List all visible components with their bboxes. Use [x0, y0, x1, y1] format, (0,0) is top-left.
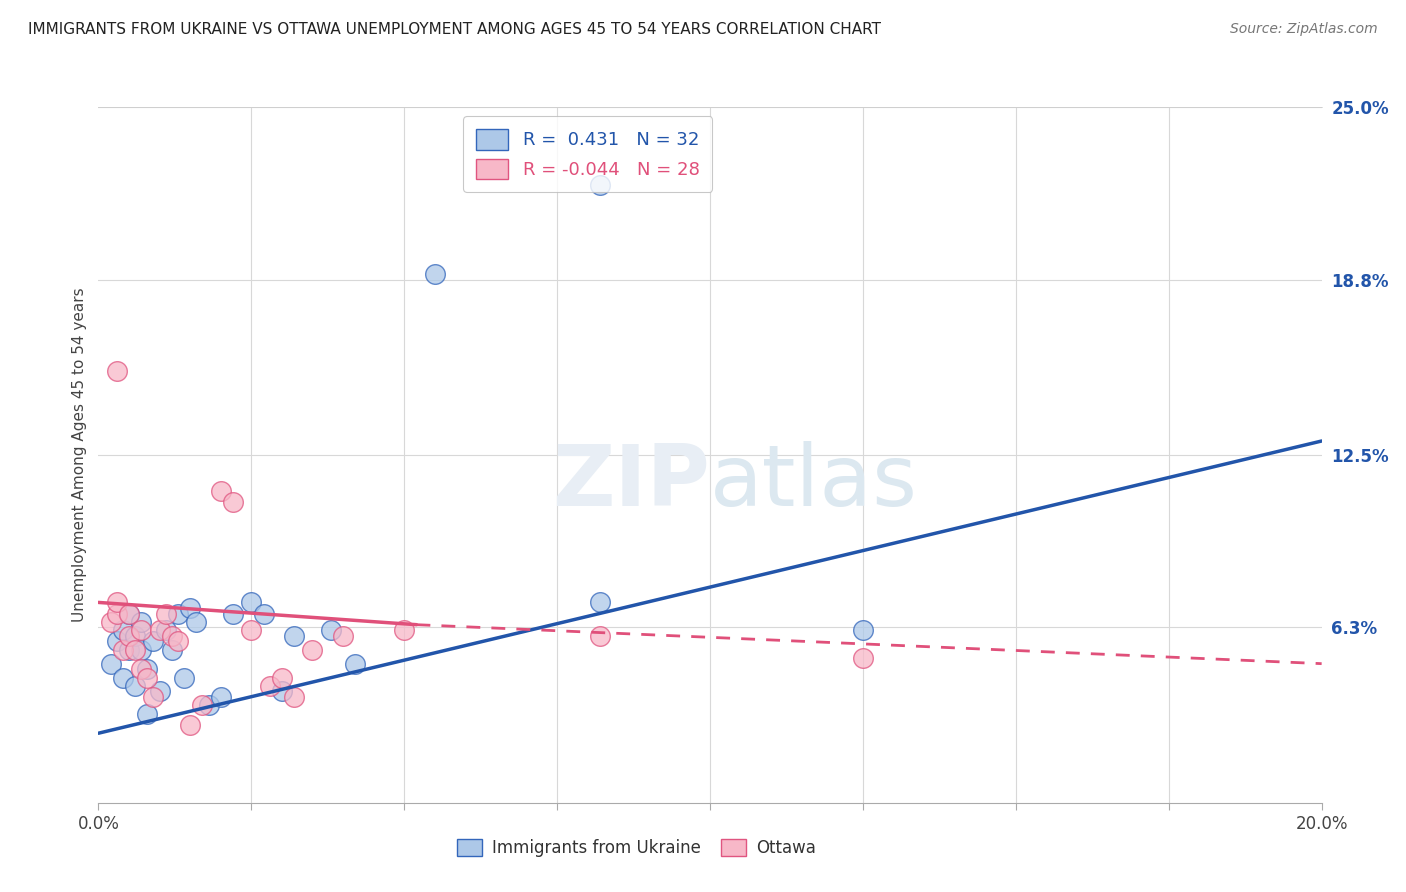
Point — [222, 607, 245, 621]
Point — [160, 642, 183, 657]
Point — [105, 595, 128, 609]
Point — [124, 679, 146, 693]
Point — [100, 657, 122, 671]
Point — [392, 624, 416, 638]
Point — [142, 690, 165, 704]
Point — [332, 629, 354, 643]
Legend: Immigrants from Ukraine, Ottawa: Immigrants from Ukraine, Ottawa — [450, 832, 823, 864]
Point — [179, 718, 201, 732]
Point — [270, 671, 292, 685]
Point — [589, 178, 612, 192]
Point — [197, 698, 219, 713]
Point — [100, 615, 122, 629]
Point — [111, 642, 134, 657]
Point — [589, 595, 612, 609]
Point — [852, 651, 875, 665]
Point — [240, 624, 263, 638]
Text: IMMIGRANTS FROM UKRAINE VS OTTAWA UNEMPLOYMENT AMONG AGES 45 TO 54 YEARS CORRELA: IMMIGRANTS FROM UKRAINE VS OTTAWA UNEMPL… — [28, 22, 882, 37]
Point — [136, 671, 159, 685]
Point — [111, 624, 134, 638]
Point — [129, 662, 152, 676]
Point — [259, 679, 281, 693]
Point — [155, 624, 177, 638]
Point — [160, 629, 183, 643]
Point — [319, 624, 342, 638]
Point — [149, 684, 172, 698]
Point — [129, 624, 152, 638]
Point — [209, 690, 232, 704]
Point — [118, 629, 141, 643]
Point — [283, 629, 305, 643]
Point — [344, 657, 367, 671]
Point — [118, 607, 141, 621]
Point — [105, 634, 128, 648]
Point — [179, 601, 201, 615]
Point — [283, 690, 305, 704]
Point — [118, 642, 141, 657]
Point — [124, 642, 146, 657]
Point — [852, 624, 875, 638]
Point — [252, 607, 274, 621]
Point — [167, 634, 190, 648]
Point — [105, 607, 128, 621]
Point — [142, 634, 165, 648]
Point — [124, 629, 146, 643]
Point — [129, 642, 152, 657]
Point — [209, 484, 232, 499]
Point — [129, 615, 152, 629]
Point — [301, 642, 323, 657]
Point — [105, 364, 128, 378]
Point — [173, 671, 195, 685]
Point — [149, 624, 172, 638]
Text: Source: ZipAtlas.com: Source: ZipAtlas.com — [1230, 22, 1378, 37]
Point — [222, 495, 245, 509]
Point — [136, 706, 159, 721]
Point — [240, 595, 263, 609]
Point — [589, 629, 612, 643]
Point — [191, 698, 214, 713]
Text: ZIP: ZIP — [553, 442, 710, 524]
Point — [186, 615, 208, 629]
Point — [155, 607, 177, 621]
Point — [270, 684, 292, 698]
Y-axis label: Unemployment Among Ages 45 to 54 years: Unemployment Among Ages 45 to 54 years — [72, 287, 87, 623]
Point — [423, 267, 446, 281]
Point — [136, 662, 159, 676]
Text: atlas: atlas — [710, 442, 918, 524]
Point — [118, 607, 141, 621]
Point — [111, 671, 134, 685]
Point — [167, 607, 190, 621]
